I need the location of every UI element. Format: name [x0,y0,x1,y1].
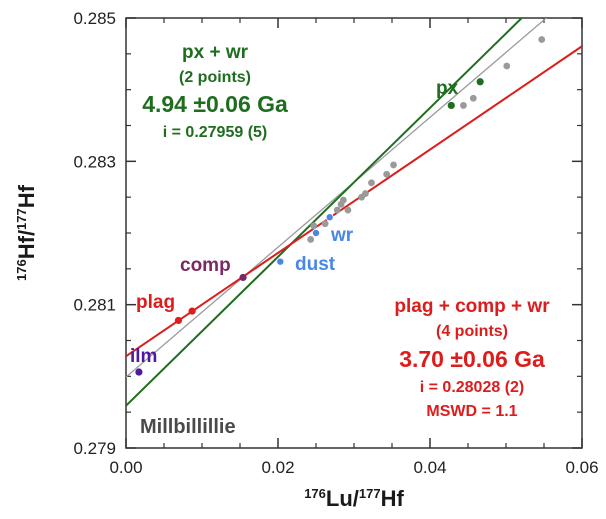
x-tick-label: 0.02 [261,458,294,477]
x-tick-label: 0.04 [413,458,446,477]
x-axis-label-main2: Hf [381,486,405,511]
indigo-data-point [135,368,143,376]
red-isochron-line [126,45,582,358]
green-data-point [476,78,484,86]
x-axis-label-main: Lu/ [326,486,359,511]
green-initial: i = 0.27959 (5) [163,124,268,141]
y-tick-label: 0.283 [73,152,116,171]
sample-name: Millbillillie [140,416,236,438]
gray-data-point [538,36,546,43]
y-tick-label: 0.285 [73,9,116,28]
gray-data-point [503,62,511,70]
gray-data-point [307,236,315,243]
gray-data-point [344,206,352,214]
red-points: (4 points) [436,323,508,340]
y-axis-label: 176Hf/177Hf [14,184,39,281]
label-plag: plag [136,292,175,313]
green-isochron-annotation: px + wr (2 points) 4.94 ±0.06 Ga i = 0.2… [142,42,288,141]
x-axis-label-sup: 176 [304,486,326,501]
red-title: plag + comp + wr [394,296,550,317]
tick-labels: 0.00 0.02 0.04 0.06 0.279 0.281 0.283 0.285 [73,9,598,477]
green-age: 4.94 ±0.06 Ga [142,91,288,117]
regression-lines [126,18,582,407]
label-ilm: ilm [130,346,157,367]
y-axis-label-sup: 176 [14,259,29,281]
label-comp: comp [180,255,231,276]
red-isochron-annotation: plag + comp + wr (4 points) 3.70 ±0.06 G… [394,296,550,420]
green-isochron-line [126,18,524,407]
y-axis-label-sup2: 177 [14,208,29,230]
gray-data-point [390,161,397,169]
minor-ticks [126,18,582,448]
red-mswd: MSWD = 1.1 [426,403,517,420]
x-axis-label-sup2: 177 [359,486,381,501]
gray-data-point [310,222,318,230]
label-px: px [436,78,459,99]
gray-data-point [460,102,467,109]
y-tick-label: 0.281 [73,296,116,315]
label-wr: wr [330,225,354,246]
x-tick-label: 0.06 [565,458,598,477]
gray-data-point [383,170,391,178]
y-axis-label-main: Hf/ [14,230,39,259]
green-title: px + wr [182,42,249,63]
blue-data-point [276,257,285,266]
red-data-point [174,316,183,325]
y-tick-label: 0.279 [73,439,116,458]
gray-data-point [339,196,347,204]
label-dust: dust [295,254,336,275]
gray-data-point [333,206,341,214]
data-points [135,36,546,376]
gray-data-point [321,220,329,228]
red-age: 3.70 ±0.06 Ga [399,346,545,372]
y-axis-label-main2: Hf [14,184,39,208]
red-initial: i = 0.28028 (2) [420,379,525,396]
purple-data-point [239,273,247,282]
x-tick-label: 0.00 [109,458,142,477]
x-axis-label: 176Lu/177Hf [304,486,404,511]
major-ticks [125,17,583,449]
green-points: (2 points) [179,69,251,86]
gray-data-point [469,94,477,102]
blue-data-point [311,228,320,237]
red-data-point [188,307,196,315]
gray-data-point [368,179,375,187]
blue-data-point [325,213,334,222]
green-data-point [447,101,455,110]
gray-data-point [362,190,369,197]
